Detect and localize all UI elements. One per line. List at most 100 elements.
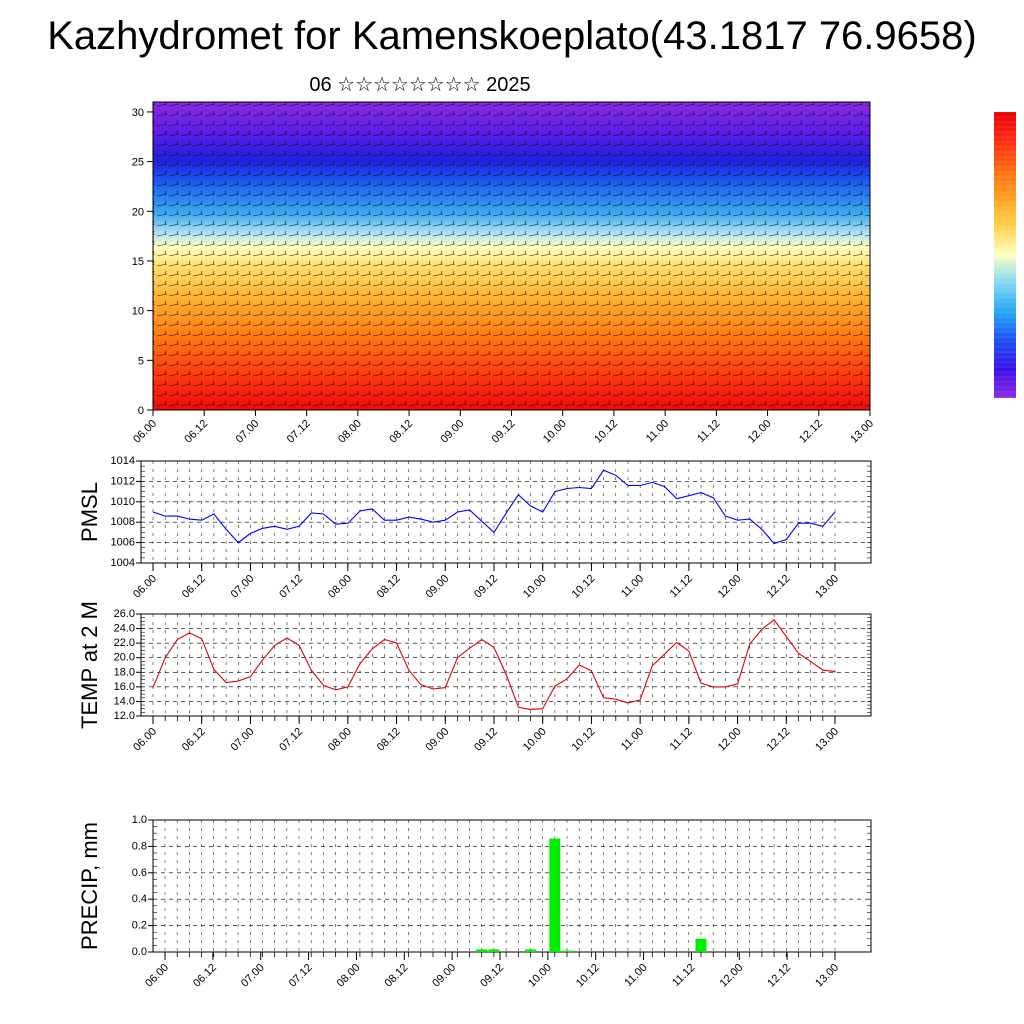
y-tick-label: 0.8 xyxy=(132,840,147,852)
y-tick-label: 12.0 xyxy=(114,710,135,722)
precip-bar xyxy=(561,950,573,952)
y-tick-label: 1014 xyxy=(111,455,135,467)
x-tick-label: 08.00 xyxy=(326,726,354,754)
x-tick-label: 13.00 xyxy=(813,962,841,990)
y-tick-label: 10 xyxy=(132,306,144,318)
x-tick-label: 09.12 xyxy=(472,573,500,601)
x-tick-label: 11.12 xyxy=(668,573,695,600)
x-tick-label: 08.12 xyxy=(375,573,403,601)
x-tick-label: 12.00 xyxy=(716,573,744,601)
y-tick-label: 1012 xyxy=(111,475,135,487)
precip-bar xyxy=(549,838,561,952)
x-tick-label: 07.12 xyxy=(287,962,315,990)
x-tick-label: 13.00 xyxy=(813,726,841,754)
y-tick-label: 0.6 xyxy=(132,867,147,879)
x-tick-label: 07.12 xyxy=(277,573,305,601)
x-tick-label: 08.12 xyxy=(375,726,403,754)
x-tick-label: 07.00 xyxy=(239,962,267,990)
x-tick-label: 08.00 xyxy=(326,573,354,601)
y-tick-label: 30 xyxy=(132,107,144,119)
colorbar-strip xyxy=(994,112,1016,398)
colorbar xyxy=(994,111,1016,398)
series-line xyxy=(152,469,836,545)
y-tick-label: 14.0 xyxy=(114,695,135,707)
x-tick-label: 06.12 xyxy=(182,418,210,446)
x-tick-label: 09.12 xyxy=(490,418,518,446)
x-tick-label: 11.00 xyxy=(619,573,646,600)
x-tick-label: 08.00 xyxy=(335,962,363,990)
x-tick-label: 10.00 xyxy=(541,418,569,446)
x-tick-label: 06.12 xyxy=(180,726,208,754)
y-tick-label: 0 xyxy=(138,405,144,417)
y-tick-label: 1010 xyxy=(111,496,135,508)
y-tick-label: 5 xyxy=(138,355,144,367)
x-tick-label: 07.00 xyxy=(229,726,257,754)
x-tick-label: 07.12 xyxy=(277,726,305,754)
x-tick-label: 10.12 xyxy=(570,726,598,754)
precip-bar xyxy=(476,949,488,952)
x-tick-label: 06.12 xyxy=(191,962,219,990)
x-tick-label: 12.12 xyxy=(797,418,825,446)
x-tick-label: 10.12 xyxy=(574,962,602,990)
x-tick-label: 09.00 xyxy=(423,573,451,601)
x-tick-label: 11.12 xyxy=(670,962,697,989)
x-tick-label: 12.00 xyxy=(717,962,745,990)
y-tick-label: 15 xyxy=(132,256,144,268)
panel-frame xyxy=(152,819,872,953)
x-tick-label: 12.12 xyxy=(764,573,792,601)
x-tick-label: 12.00 xyxy=(746,418,774,446)
series-line xyxy=(152,619,836,710)
x-tick-label: 06.00 xyxy=(131,418,159,446)
y-tick-label: 22.0 xyxy=(114,637,135,649)
x-tick-label: 08.12 xyxy=(387,418,415,446)
x-tick-label: 07.00 xyxy=(234,418,262,446)
y-axis-label: PRECIP, mm xyxy=(77,822,102,950)
y-tick-label: 18.0 xyxy=(114,666,135,678)
x-tick-label: 09.00 xyxy=(438,418,466,446)
y-tick-label: 20.0 xyxy=(114,652,135,664)
precip-bar xyxy=(488,949,500,952)
x-tick-label: 10.00 xyxy=(521,573,549,601)
x-tick-label: 06.00 xyxy=(131,573,159,601)
y-tick-label: 0.4 xyxy=(132,893,147,905)
x-tick-label: 12.12 xyxy=(765,962,793,990)
x-tick-label: 11.12 xyxy=(695,418,722,445)
precip-bar xyxy=(524,949,536,952)
x-tick-label: 08.12 xyxy=(382,962,410,990)
y-tick-label: 24.0 xyxy=(114,623,135,635)
x-tick-label: 06.00 xyxy=(131,726,159,754)
cross-section-panel: 0 5 10 15 20 25 30 06.00 06.12 07.00 07.12 08.00 08.… xyxy=(131,101,876,446)
x-tick-label: 10.00 xyxy=(521,726,549,754)
x-tick-label: 09.12 xyxy=(478,962,506,990)
y-tick-label: 16.0 xyxy=(114,681,135,693)
y-tick-label: 1004 xyxy=(111,557,135,569)
temperature-panel: 12.0 14.0 16.0 18.0 20.0 22.0 24.0 26.0 06.00 06.… xyxy=(77,601,872,754)
wind-barbs xyxy=(153,102,870,410)
x-tick-label: 06.12 xyxy=(180,573,208,601)
y-tick-label: 26.0 xyxy=(114,608,135,620)
x-tick-label: 09.12 xyxy=(472,726,500,754)
x-tick-label: 11.00 xyxy=(619,726,646,753)
x-tick-label: 06.00 xyxy=(143,962,171,990)
x-tick-label: 10.00 xyxy=(526,962,554,990)
subtitle: 06 ☆☆☆☆☆☆☆☆ 2025 xyxy=(309,74,531,96)
x-tick-label: 13.00 xyxy=(813,573,841,601)
x-tick-label: 12.12 xyxy=(764,726,792,754)
precip-panel: 0.0 0.2 0.4 0.6 0.8 1.0 06.00 06.12 07.00 07.12 08… xyxy=(77,814,872,990)
y-tick-label: 0.2 xyxy=(132,920,147,932)
y-tick-label: 1008 xyxy=(111,516,135,528)
y-axis-label: TEMP at 2 M xyxy=(77,601,102,729)
x-tick-label: 10.12 xyxy=(592,418,620,446)
x-tick-label: 13.00 xyxy=(848,418,876,446)
y-tick-label: 1.0 xyxy=(132,814,147,826)
x-tick-label: 10.12 xyxy=(570,573,598,601)
y-tick-label: 25 xyxy=(132,157,144,169)
x-tick-label: 09.00 xyxy=(430,962,458,990)
x-tick-label: 11.00 xyxy=(644,418,671,445)
x-tick-label: 07.00 xyxy=(229,573,257,601)
pmsl-panel: 1004 1006 1008 1010 1012 1014 06.00 06.12 07.00 0… xyxy=(77,455,872,601)
y-tick-label: 20 xyxy=(132,206,144,218)
x-tick-label: 12.00 xyxy=(716,726,744,754)
y-tick-label: 0.0 xyxy=(132,946,147,958)
